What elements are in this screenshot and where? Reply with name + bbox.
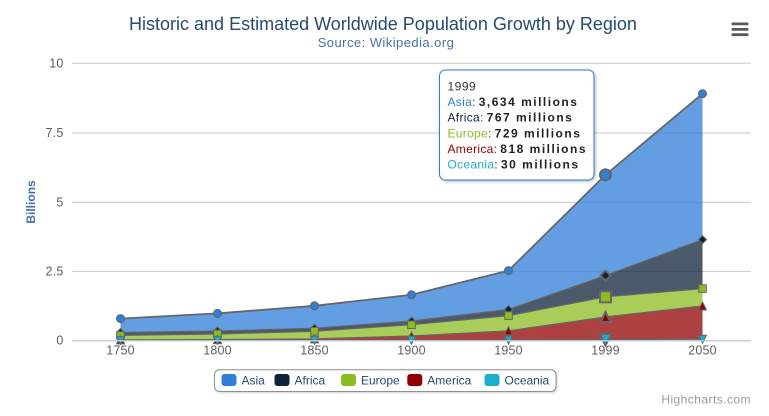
svg-text:Oceania: 30 millions: Oceania: 30 millions: [448, 158, 580, 172]
svg-text:Africa: 767 millions: Africa: 767 millions: [448, 111, 574, 125]
svg-text:Asia: Asia: [242, 374, 266, 388]
svg-text:Billions: Billions: [24, 180, 38, 224]
svg-text:1999: 1999: [591, 344, 620, 358]
svg-text:Asia: 3,634 millions: Asia: 3,634 millions: [448, 95, 579, 109]
svg-text:Source: Wikipedia.org: Source: Wikipedia.org: [318, 35, 455, 50]
svg-text:7.5: 7.5: [46, 126, 64, 140]
svg-text:5: 5: [56, 195, 63, 209]
svg-text:1850: 1850: [300, 344, 329, 358]
svg-text:2.5: 2.5: [46, 264, 64, 278]
svg-text:0: 0: [56, 334, 63, 348]
svg-text:America: America: [427, 374, 471, 388]
svg-text:Europe: 729 millions: Europe: 729 millions: [448, 126, 582, 140]
svg-text:1750: 1750: [106, 344, 135, 358]
svg-text:1900: 1900: [397, 344, 426, 358]
svg-text:1999: 1999: [448, 79, 477, 93]
svg-text:Europe: Europe: [361, 374, 400, 388]
svg-text:2050: 2050: [688, 344, 717, 358]
svg-text:America: 818 millions: America: 818 millions: [448, 142, 588, 156]
svg-text:Oceania: Oceania: [505, 374, 550, 388]
svg-text:1800: 1800: [203, 344, 232, 358]
svg-text:Africa: Africa: [295, 374, 326, 388]
svg-text:Historic and Estimated Worldwi: Historic and Estimated Worldwide Populat…: [129, 14, 637, 34]
svg-text:Highcharts.com: Highcharts.com: [661, 393, 751, 407]
svg-text:1950: 1950: [494, 344, 523, 358]
svg-text:10: 10: [49, 56, 63, 70]
